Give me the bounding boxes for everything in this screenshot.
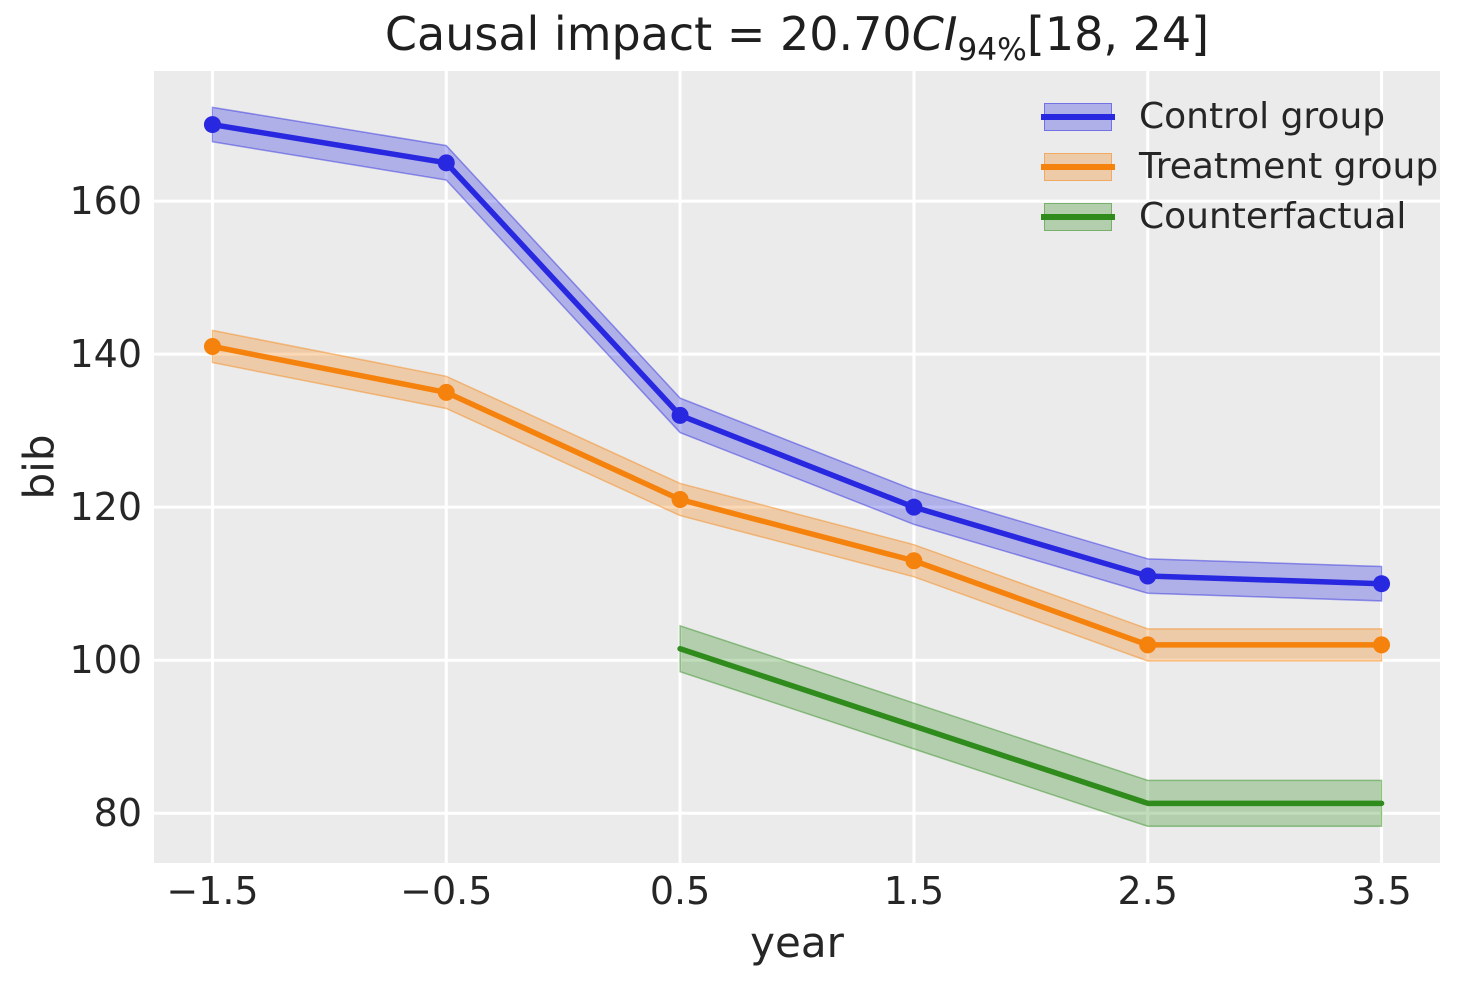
x-tick-label: 0.5 [649,869,711,913]
legend-item-control-group: Control group [1041,96,1438,137]
legend-item-counterfactual: Counterfactual [1041,196,1438,237]
treatment-group-confidence-band [211,329,1383,662]
y-tick-label: 80 [93,791,142,836]
title-suffix: [18, 24] [1026,7,1210,61]
plot-canvas [154,71,1440,863]
treatment-group-marker [203,337,221,355]
legend: Control group Treatment group Counterfactu… [1041,96,1439,237]
control-group-confidence-band [211,106,1383,602]
legend-label: Control group [1139,96,1386,137]
y-tick-label: 100 [69,638,142,683]
treatment-group-marker [1373,636,1391,654]
y-axis-label: bib [14,434,64,500]
legend-label: Counterfactual [1139,196,1407,237]
counterfactual-confidence-band [679,624,1383,828]
title-ci-subscript: 94% [957,32,1027,69]
legend-swatch-icon [1041,103,1115,131]
legend-line-swatch [1041,214,1115,220]
control-group-marker [905,498,923,516]
plot-area [154,71,1440,863]
x-axis-label: year [750,918,844,967]
treatment-group-marker [671,491,689,509]
title-prefix: Causal impact = 20.70 [384,7,912,61]
counterfactual-line [677,645,1385,807]
treatment-group-marker [437,383,455,401]
x-tick-label: 1.5 [883,869,945,913]
treatment-group-line [209,343,1385,648]
legend-swatch-icon [1041,153,1115,181]
title-ci-symbol: CI [911,7,958,61]
x-tick-label: −0.5 [400,869,493,913]
y-tick-label: 160 [69,179,142,224]
x-tick-label: 3.5 [1351,869,1412,913]
legend-swatch-icon [1041,203,1115,231]
treatment-group-marker [1139,636,1157,654]
control-group-marker [671,406,689,424]
x-tick-label: 2.5 [1117,869,1178,913]
control-group-marker [1373,575,1391,593]
legend-label: Treatment group [1139,146,1439,187]
control-group-marker [1139,567,1157,585]
legend-line-swatch [1041,164,1115,170]
treatment-group-marker [905,552,923,570]
x-tick-label: −1.5 [166,869,259,913]
y-tick-label: 140 [69,332,142,377]
control-group-marker [437,154,455,172]
control-group-line [209,121,1385,587]
chart-title: Causal impact = 20.70CI94%[18, 24] [154,8,1440,69]
legend-line-swatch [1041,114,1115,120]
y-tick-label: 120 [69,485,142,530]
legend-item-treatment-group: Treatment group [1041,146,1439,187]
control-group-marker [203,116,221,134]
